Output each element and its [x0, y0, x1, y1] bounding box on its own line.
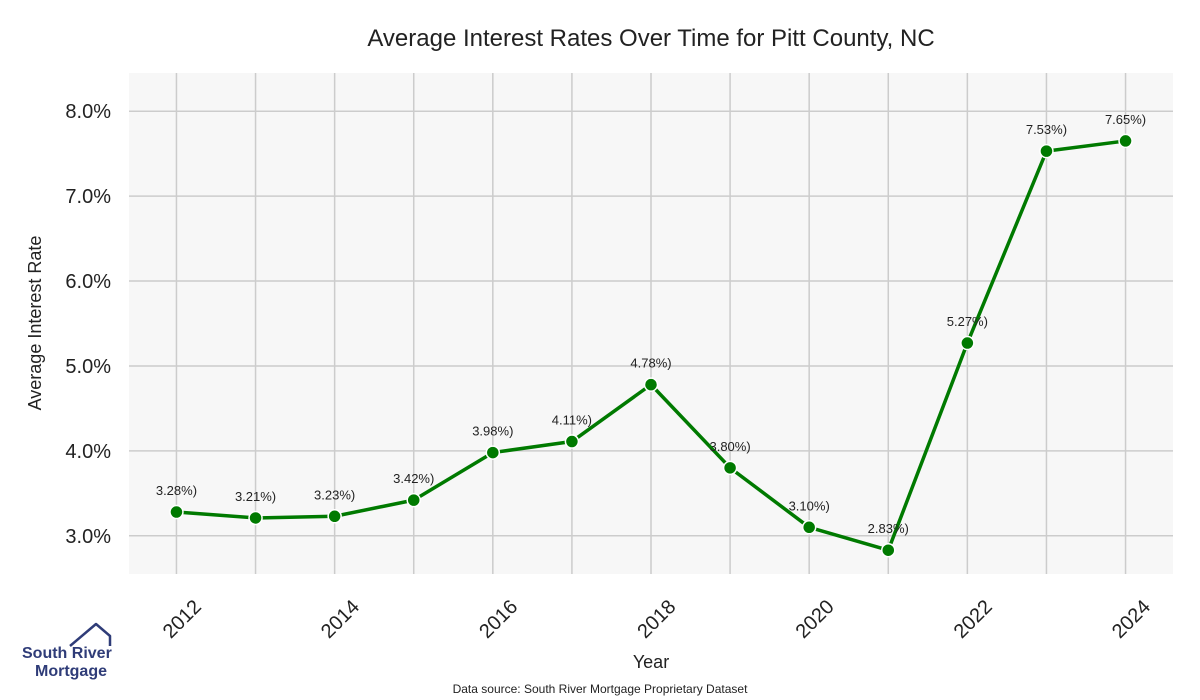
grid [129, 73, 1173, 574]
chart-title: Average Interest Rates Over Time for Pit… [367, 25, 934, 52]
series-group [169, 133, 1133, 558]
y-tick-label: 6.0% [65, 271, 111, 293]
data-label: 7.53%) [1026, 122, 1067, 137]
data-point [881, 542, 896, 558]
data-point [248, 510, 263, 526]
data-label: 3.21%) [235, 489, 276, 504]
y-tick-label: 4.0% [65, 441, 111, 463]
data-point [169, 504, 184, 520]
x-axis-ticks: 2012 2014 2016 2018 2020 2022 2024 [159, 596, 1155, 643]
logo-line-1: South River [22, 645, 112, 662]
y-axis-ticks: 3.0% 4.0% 5.0% 6.0% 7.0% 8.0% [65, 101, 111, 548]
x-tick-label: 2020 [792, 596, 839, 643]
house-roof-icon [69, 622, 112, 647]
data-label: 2.83%) [868, 521, 909, 536]
data-point [564, 434, 580, 449]
data-label: 3.28%) [156, 483, 197, 498]
data-label: 4.78%) [630, 356, 671, 371]
x-tick-label: 2022 [950, 596, 997, 643]
x-tick-label: 2012 [159, 596, 206, 643]
data-label: 3.98%) [472, 424, 513, 439]
data-label: 7.65%) [1105, 112, 1146, 127]
data-label: 3.10%) [789, 498, 830, 513]
y-tick-label: 5.0% [65, 356, 111, 378]
data-point [406, 492, 421, 508]
data-labels: 3.28%) 3.21%) 3.23%) 3.42%) 3.98%) 4.11%) 4.78… [156, 112, 1146, 536]
y-axis-label: Average Interest Rate [25, 236, 45, 411]
x-axis-label: Year [633, 652, 669, 672]
data-label: 3.80%) [709, 439, 750, 454]
x-tick-label: 2016 [475, 596, 522, 643]
data-label: 3.42%) [393, 471, 434, 486]
source-note: Data source: South River Mortgage Propri… [453, 682, 748, 696]
data-point [960, 335, 975, 351]
data-point [485, 445, 501, 460]
data-label: 5.27%) [947, 314, 988, 329]
data-point [1039, 143, 1054, 159]
data-label: 4.11%) [552, 413, 592, 428]
company-logo: South River Mortgage [22, 622, 112, 680]
y-tick-label: 8.0% [65, 101, 111, 123]
x-tick-label: 2018 [633, 596, 680, 643]
data-point [801, 520, 817, 535]
y-tick-label: 7.0% [65, 186, 111, 208]
data-point [327, 509, 342, 524]
data-label: 3.23%) [314, 487, 355, 502]
y-tick-label: 3.0% [65, 526, 111, 548]
data-point [1118, 133, 1133, 149]
logo-line-2: Mortgage [35, 663, 107, 680]
data-point [643, 377, 659, 392]
x-tick-label: 2024 [1108, 596, 1155, 643]
data-point [722, 460, 738, 476]
x-tick-label: 2014 [317, 596, 364, 643]
